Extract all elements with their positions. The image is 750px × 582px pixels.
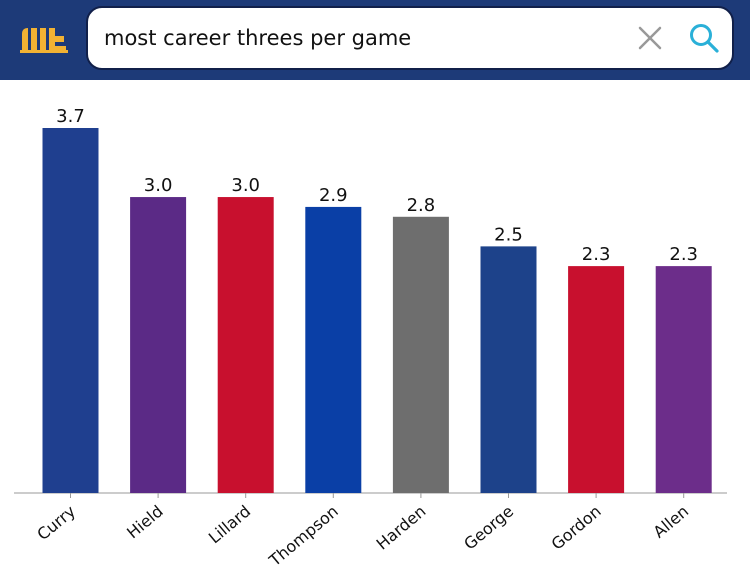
bar-curry[interactable]: [42, 128, 99, 493]
bar-chart: 3.7 Curry 3.0 Hield 3.0 Lillard 2.9 Thompson 2.8…: [14, 106, 727, 571]
bar-harden[interactable]: [392, 216, 449, 493]
data-label: 2.8: [407, 195, 436, 216]
x-tick-label: Lillard: [205, 502, 254, 548]
data-label: 2.9: [319, 185, 348, 206]
data-label: 3.0: [231, 175, 260, 196]
data-label: 2.5: [494, 224, 523, 245]
search-input[interactable]: [104, 8, 624, 68]
x-tick-label: Gordon: [548, 502, 605, 554]
data-label: 3.0: [144, 175, 173, 196]
bar-allen[interactable]: [655, 266, 712, 493]
search-bar: [86, 6, 734, 70]
app-header: [0, 0, 750, 80]
x-tick-label: Hield: [123, 502, 167, 543]
bar-hield[interactable]: [130, 197, 187, 493]
data-label: 2.3: [669, 244, 698, 265]
data-label: 2.3: [582, 244, 611, 265]
x-tick-label: Thompson: [265, 502, 342, 571]
bar-gordon[interactable]: [568, 266, 625, 493]
bar-lillard[interactable]: [217, 197, 274, 493]
bar-george[interactable]: [480, 246, 537, 493]
bar-thompson[interactable]: [305, 206, 362, 493]
x-tick-label: Allen: [650, 502, 693, 542]
close-icon[interactable]: [636, 24, 664, 52]
data-label: 3.7: [56, 106, 85, 127]
bar-logo-icon[interactable]: [18, 20, 72, 60]
search-icon[interactable]: [688, 22, 720, 54]
x-tick-label: Curry: [33, 502, 79, 545]
x-tick-label: Harden: [373, 502, 430, 554]
x-tick-label: George: [460, 502, 517, 554]
chart-area: 3.7 Curry 3.0 Hield 3.0 Lillard 2.9 Thompson 2.8…: [0, 80, 750, 582]
